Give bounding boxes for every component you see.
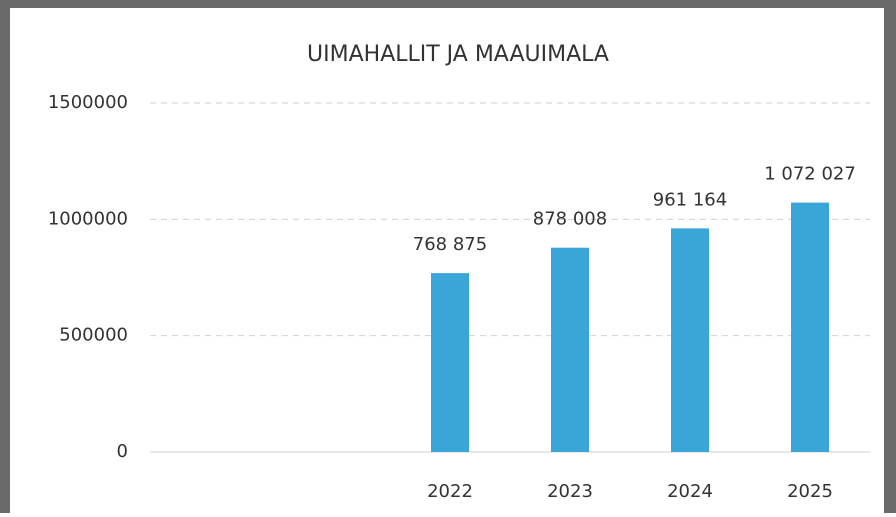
y-tick-label: 0 bbox=[117, 441, 128, 462]
x-tick-label: 2023 bbox=[547, 481, 593, 502]
data-label: 878 008 bbox=[533, 209, 607, 230]
bar bbox=[431, 273, 469, 452]
bar bbox=[671, 228, 709, 452]
bar bbox=[791, 202, 829, 452]
y-tick-label: 1000000 bbox=[48, 208, 128, 229]
y-tick-label: 500000 bbox=[59, 325, 128, 346]
x-tick-label: 2024 bbox=[667, 481, 713, 502]
chart-title: UIMAHALLIT JA MAAUIMALA bbox=[307, 42, 609, 67]
y-tick-label: 1500000 bbox=[48, 92, 128, 113]
x-tick-label: 2025 bbox=[787, 481, 833, 502]
data-label: 1 072 027 bbox=[764, 164, 856, 185]
x-tick-label: 2022 bbox=[427, 481, 473, 502]
data-label: 768 875 bbox=[413, 234, 487, 255]
bar bbox=[551, 247, 589, 452]
data-label: 961 164 bbox=[653, 189, 727, 210]
